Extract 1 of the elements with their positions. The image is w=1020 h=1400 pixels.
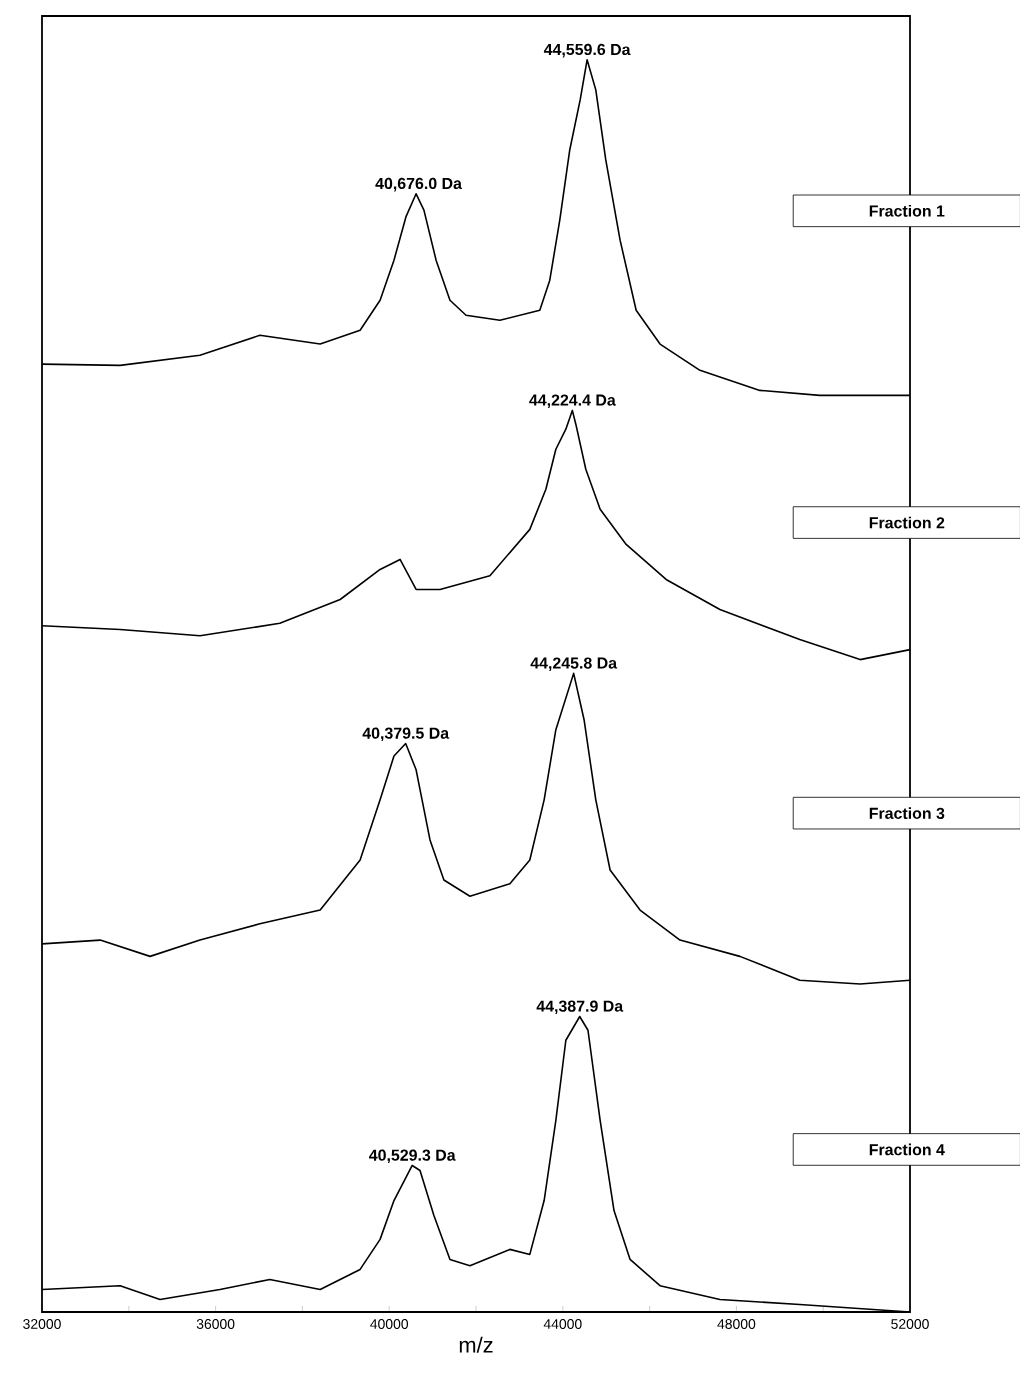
x-axis-title: m/z	[459, 1336, 493, 1353]
